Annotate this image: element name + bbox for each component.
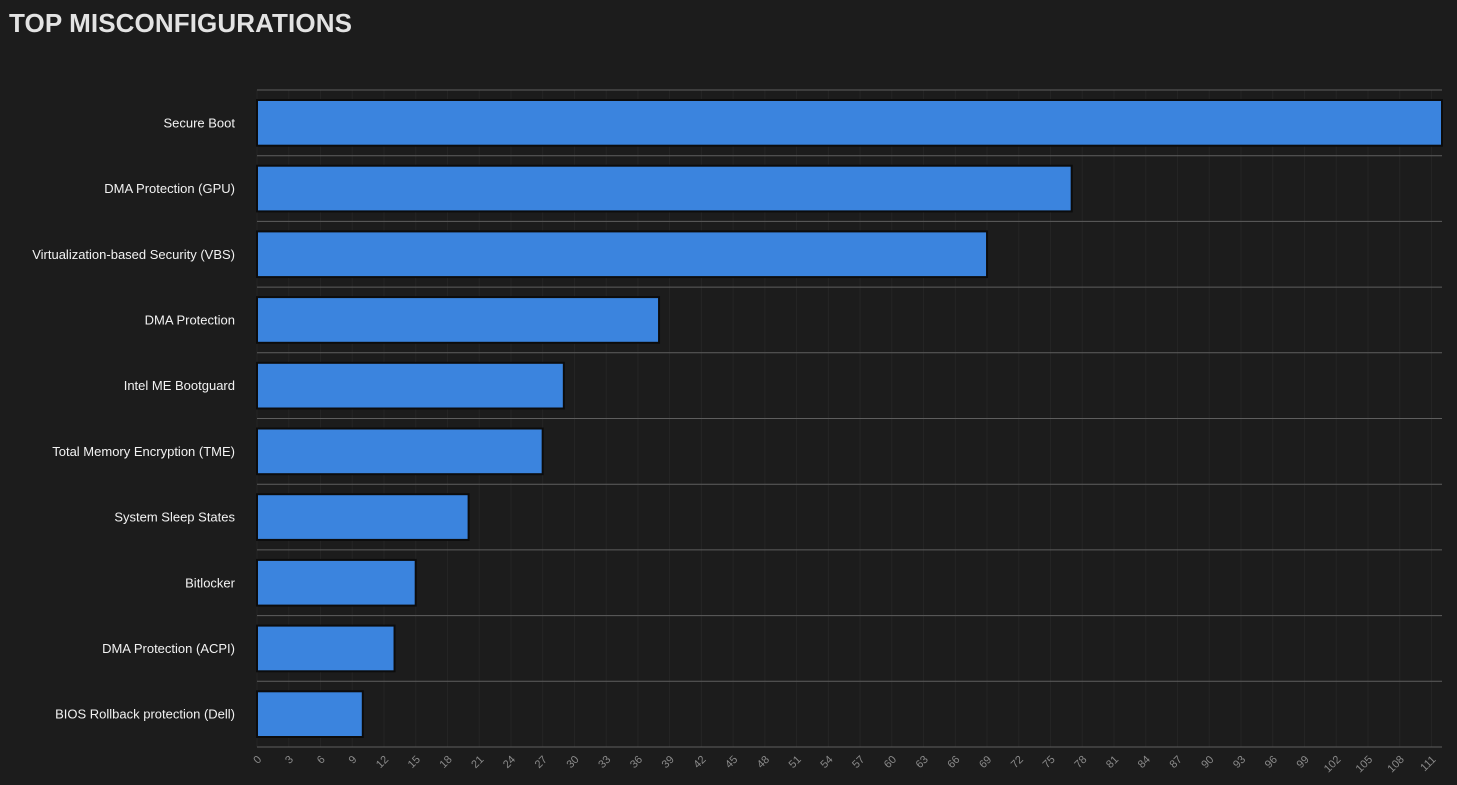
x-tick-label-51: 51 <box>787 754 804 771</box>
row-separators <box>257 89 1442 748</box>
x-tick-label-69: 69 <box>977 754 994 771</box>
bar-8 <box>256 624 396 673</box>
bar-9 <box>256 690 364 738</box>
category-label-2: Virtualization-based Security (VBS) <box>32 247 235 262</box>
x-tick-label-66: 66 <box>945 754 962 771</box>
x-tick-label-102: 102 <box>1322 754 1343 775</box>
x-tick-label-84: 84 <box>1136 754 1153 771</box>
x-tick-label-45: 45 <box>723 754 740 771</box>
x-tick-label-93: 93 <box>1231 754 1248 771</box>
category-label-0: Secure Boot <box>163 115 235 130</box>
category-label-8: DMA Protection (ACPI) <box>102 641 235 656</box>
category-label-6: System Sleep States <box>114 510 235 525</box>
x-tick-label-81: 81 <box>1104 754 1121 771</box>
category-label-3: DMA Protection <box>145 312 235 327</box>
x-tick-label-27: 27 <box>533 754 550 771</box>
bar-3 <box>256 296 661 344</box>
bar-5 <box>256 427 544 476</box>
page-title: TOP MISCONFIGURATIONS <box>9 8 353 38</box>
x-tick-label-105: 105 <box>1354 754 1375 775</box>
x-tick-label-36: 36 <box>628 754 645 771</box>
bar-6 <box>256 493 470 541</box>
x-tick-label-24: 24 <box>501 754 518 771</box>
x-tick-label-111: 111 <box>1418 754 1438 774</box>
x-tick-label-6: 6 <box>315 754 328 767</box>
x-axis-ticks: 0 3 6 9 12 15 18 21 24 27 30 33 36 39 42 45 48 51 54 57 60 63… <box>251 754 1438 775</box>
category-label-1: DMA Protection (GPU) <box>104 181 235 196</box>
x-tick-label-96: 96 <box>1263 754 1280 771</box>
x-tick-label-48: 48 <box>755 754 772 771</box>
bars <box>256 99 1443 738</box>
x-tick-label-60: 60 <box>882 754 899 771</box>
x-tick-label-30: 30 <box>564 754 581 771</box>
x-tick-label-9: 9 <box>347 754 360 767</box>
x-tick-label-72: 72 <box>1009 754 1026 771</box>
x-tick-label-39: 39 <box>660 754 677 771</box>
bar-0 <box>256 99 1443 147</box>
x-tick-label-18: 18 <box>438 754 455 771</box>
x-tick-label-78: 78 <box>1072 754 1089 771</box>
x-tick-label-33: 33 <box>596 754 613 771</box>
x-tick-label-0: 0 <box>251 754 264 767</box>
category-label-4: Intel ME Bootguard <box>124 378 235 393</box>
bar-4 <box>256 361 565 410</box>
category-label-9: BIOS Rollback protection (Dell) <box>55 707 235 722</box>
x-tick-label-21: 21 <box>469 754 486 771</box>
bar-2 <box>256 230 989 279</box>
x-tick-label-12: 12 <box>374 754 391 771</box>
bar-1 <box>256 164 1073 213</box>
x-tick-label-90: 90 <box>1199 754 1216 771</box>
x-tick-label-87: 87 <box>1168 754 1185 771</box>
x-tick-label-63: 63 <box>914 754 931 771</box>
category-label-5: Total Memory Encryption (TME) <box>52 444 235 459</box>
category-labels: Secure Boot DMA Protection (GPU) Virtualiz… <box>32 115 235 721</box>
x-tick-label-99: 99 <box>1295 754 1312 771</box>
x-tick-label-75: 75 <box>1041 754 1058 771</box>
x-tick-label-3: 3 <box>283 754 296 767</box>
x-tick-label-108: 108 <box>1385 754 1406 775</box>
x-tick-label-57: 57 <box>850 754 867 771</box>
category-label-7: Bitlocker <box>185 575 236 590</box>
x-tick-label-42: 42 <box>691 754 708 771</box>
x-tick-label-54: 54 <box>818 754 835 771</box>
bar-7 <box>256 558 417 607</box>
x-tick-label-15: 15 <box>406 754 423 771</box>
